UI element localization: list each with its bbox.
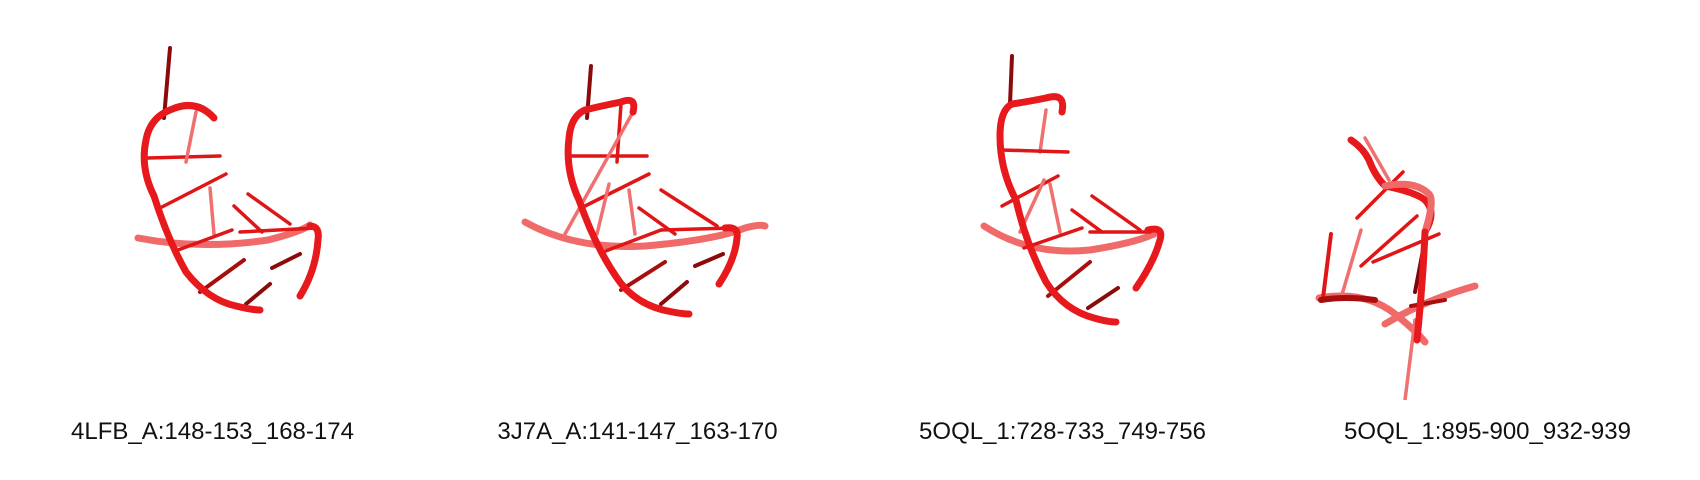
panel-label: 4LFB_A:148-153_168-174 — [71, 418, 354, 445]
panel-label: 3J7A_A:141-147_163-170 — [497, 418, 778, 445]
panel-label: 5OQL_1:728-733_749-756 — [919, 418, 1206, 445]
rna-structure-5oql-895 — [1315, 136, 1479, 400]
structure-panel-3: 5OQL_1:728-733_749-756 — [850, 0, 1275, 480]
structure-panel-2: 3J7A_A:141-147_163-170 — [425, 0, 850, 480]
structure-panel-4: 5OQL_1:895-900_932-939 — [1275, 0, 1700, 480]
rna-structure-4lfb — [134, 46, 322, 314]
structure-panel-1: 4LFB_A:148-153_168-174 — [0, 0, 425, 480]
panel-label: 5OQL_1:895-900_932-939 — [1344, 418, 1631, 445]
rna-structure-5oql-728 — [980, 54, 1165, 326]
rna-structure-3j7a — [521, 64, 769, 318]
